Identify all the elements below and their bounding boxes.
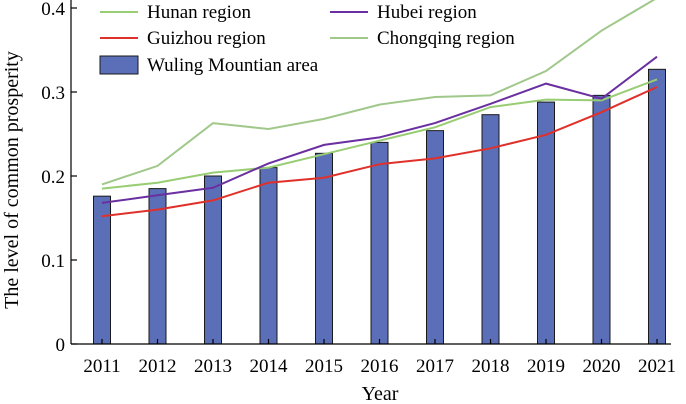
x-tick-label: 2012 (139, 356, 177, 377)
legend-label: Hunan region (147, 2, 251, 23)
x-tick-label: 2011 (83, 356, 120, 377)
y-tick-label: 0 (56, 335, 66, 356)
x-tick-label: 2013 (194, 356, 232, 377)
legend-swatch (99, 55, 139, 75)
bar-2017 (426, 130, 444, 345)
bar-2019 (537, 101, 555, 345)
legend-label: Chongqing region (377, 28, 515, 49)
bar-2016 (370, 141, 389, 345)
legend-label: Guizhou region (147, 28, 266, 49)
x-tick-label: 2015 (305, 356, 343, 377)
bar-2014 (259, 167, 278, 345)
bar-2015 (315, 152, 333, 345)
y-ticks: 0 0.1 0.2 0.3 0.4 (41, 0, 77, 356)
y-axis-title: The level of common prosperity (1, 51, 23, 309)
line-hunan-region (101, 78, 658, 190)
legend-label: Wuling Mountian area (147, 55, 319, 76)
x-tick-label: 2016 (361, 356, 399, 377)
line-guizhou-region (101, 86, 658, 218)
bar-2021 (648, 68, 666, 345)
y-tick-label: 0.1 (41, 251, 65, 272)
bar-2011 (93, 195, 111, 345)
x-axis-title: Year (362, 383, 399, 404)
x-tick-label: 2021 (638, 356, 676, 377)
bar-2012 (148, 188, 167, 345)
x-tick-label: 2020 (583, 356, 621, 377)
legend-label: Hubei region (377, 2, 477, 23)
x-ticks: 2011 2012 2013 2014 2015 2016 2017 2018 2019 2020… (83, 339, 676, 377)
y-tick-label: 0.4 (41, 0, 65, 20)
y-tick-label: 0.2 (41, 167, 65, 188)
axes (70, 0, 671, 345)
x-tick-label: 2018 (472, 356, 510, 377)
bar-series (93, 68, 666, 345)
line-series-group (101, 0, 658, 218)
x-tick-label: 2014 (250, 356, 289, 377)
bar-2020 (592, 94, 611, 345)
line-chongqing-region (101, 0, 656, 186)
x-tick-label: 2017 (416, 356, 454, 377)
y-tick-label: 0.3 (41, 83, 65, 104)
line-hubei-region (101, 55, 658, 204)
legend: Hunan region Hubei region Guizhou region Ch… (99, 2, 515, 76)
x-tick-label: 2019 (527, 356, 565, 377)
